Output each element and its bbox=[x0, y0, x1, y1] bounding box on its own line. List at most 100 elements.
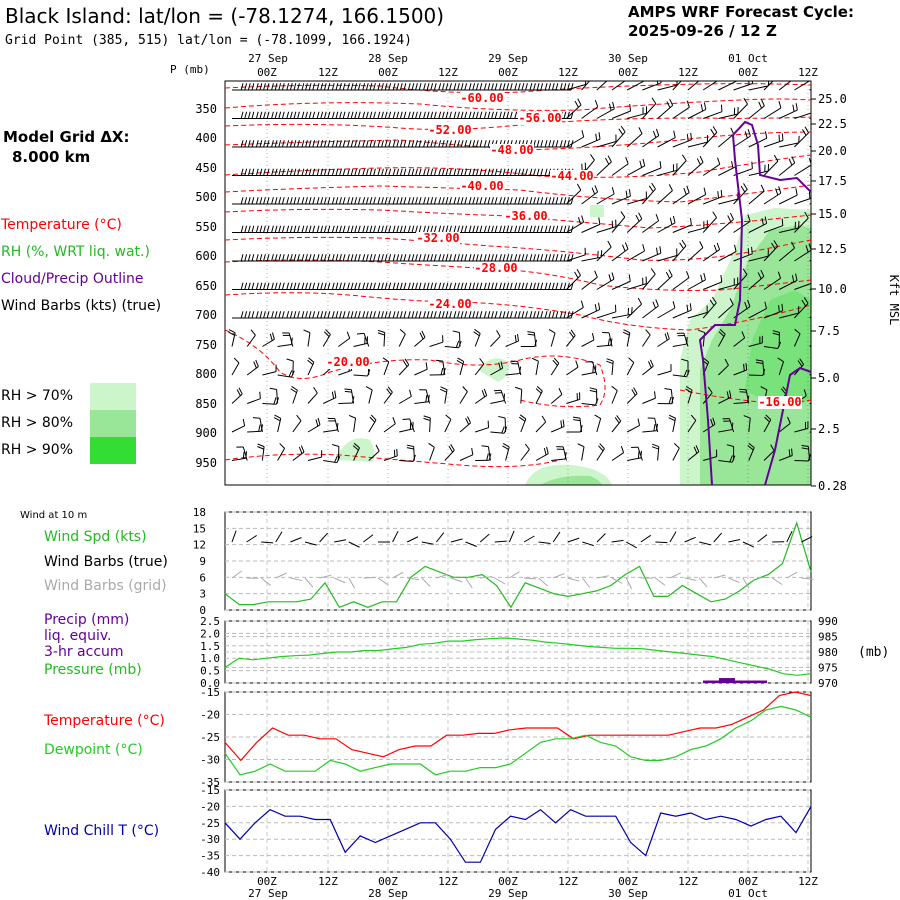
wind-barb-flag bbox=[506, 83, 510, 91]
wind-barb-flag bbox=[792, 104, 795, 112]
wind-barb-flag bbox=[464, 111, 468, 119]
wind-barb-flag bbox=[373, 140, 376, 148]
y-tick-label: -20 bbox=[200, 709, 220, 722]
surface-barb-true bbox=[728, 539, 741, 543]
wind-barb-flag bbox=[529, 197, 533, 205]
wind-barb-flag bbox=[271, 111, 274, 119]
wind-barb-flag bbox=[581, 130, 585, 138]
wind-barb-flag bbox=[804, 211, 809, 219]
wind-barb-flag bbox=[255, 359, 259, 367]
wind-barb-flag bbox=[426, 197, 430, 205]
height-tick-label: 17.5 bbox=[818, 174, 847, 188]
wind-barb-shaft bbox=[368, 450, 380, 461]
wind-barb-flag bbox=[624, 242, 629, 250]
wind-barb-flag bbox=[652, 301, 656, 309]
wind-barb-flag bbox=[423, 140, 426, 148]
wind-barb-flag bbox=[589, 389, 597, 393]
wind-barb-shaft bbox=[307, 332, 311, 347]
wind-barb-flag bbox=[453, 254, 457, 262]
wind-barb-flag bbox=[407, 168, 411, 176]
wind-barb-flag bbox=[499, 197, 502, 205]
wind-barb-flag bbox=[475, 311, 479, 319]
temperature-line bbox=[224, 691, 812, 762]
wind-barb-flag bbox=[266, 197, 270, 205]
wind-barb-flag bbox=[381, 83, 384, 91]
wind-barb-flag bbox=[418, 83, 422, 91]
wind-barb-flag bbox=[403, 168, 407, 176]
wind-barb-flag bbox=[720, 189, 723, 197]
wind-barb-flag bbox=[506, 254, 510, 262]
wind-barb-flag bbox=[487, 197, 491, 205]
wind-barb-flag bbox=[491, 111, 494, 119]
wind-barb-shaft bbox=[566, 366, 579, 376]
wind-barb-flag bbox=[502, 111, 506, 119]
wind-barb-flag bbox=[263, 311, 266, 319]
wind-barb-flag bbox=[423, 111, 426, 119]
surface-barb-grid bbox=[684, 577, 697, 581]
wind-barb-flag bbox=[255, 83, 259, 91]
wind-barb-shaft bbox=[505, 373, 520, 376]
wind-barb-flag bbox=[308, 83, 312, 91]
wind-barb-flag bbox=[266, 140, 270, 148]
wind-barb-flag bbox=[637, 297, 643, 305]
y-tick-label: -35 bbox=[200, 776, 220, 789]
wind-barb-flag bbox=[468, 83, 472, 91]
wind-barb-flag bbox=[555, 83, 559, 91]
wind-barb-flag bbox=[449, 140, 452, 148]
y-tick-label: 985 bbox=[818, 631, 838, 644]
y-tick-label: 15 bbox=[193, 522, 206, 535]
wind-barb-flag bbox=[274, 83, 278, 91]
wind-barb-flag bbox=[293, 83, 297, 91]
wind-barb-flag bbox=[483, 282, 487, 290]
wind-barb-shaft bbox=[611, 390, 618, 404]
wind-barb-flag bbox=[803, 297, 809, 304]
wind-barb-flag bbox=[726, 391, 730, 399]
wind-barb-flag bbox=[407, 83, 411, 91]
wind-barb-flag bbox=[247, 140, 251, 148]
wind-barb-flag bbox=[460, 311, 464, 319]
wind-barb-flag bbox=[308, 311, 312, 319]
wind-barb-flag bbox=[354, 168, 358, 176]
wind-barb-flag bbox=[540, 197, 544, 205]
wind-barb-flag bbox=[286, 111, 290, 119]
surface-barb-grid bbox=[553, 573, 565, 579]
wind-barb-flag bbox=[700, 71, 703, 77]
wind-barb-flag bbox=[418, 140, 422, 148]
wind-barb-flag bbox=[402, 418, 410, 420]
wind-barb-flag bbox=[729, 212, 734, 220]
wind-barb-flag bbox=[498, 415, 506, 419]
wind-barb-flag bbox=[297, 311, 300, 319]
surface-barb-grid bbox=[567, 577, 580, 582]
wind-barb-flag bbox=[236, 389, 241, 396]
wind-barb-flag bbox=[551, 225, 555, 233]
wind-barb-flag bbox=[244, 111, 248, 119]
wind-barb-shaft bbox=[626, 133, 643, 148]
bottom-day-label: 29 Sep bbox=[488, 887, 528, 900]
wind-barb-flag bbox=[543, 448, 547, 456]
pressure-tick-label: 950 bbox=[195, 456, 217, 470]
wind-barb-flag bbox=[683, 369, 688, 377]
wind-barb-flag bbox=[771, 242, 776, 250]
wind-barb-flag bbox=[487, 254, 491, 262]
surface-barb-grid bbox=[611, 577, 623, 584]
wind-barb-shaft bbox=[626, 303, 642, 319]
surface-barb-true bbox=[596, 533, 606, 543]
wind-barb-flag bbox=[660, 81, 662, 83]
wind-barb-flag bbox=[263, 83, 266, 91]
y-tick-label: 1.5 bbox=[200, 640, 220, 653]
wind-barb-flag bbox=[718, 72, 720, 79]
bottom-hour-label: 12Z bbox=[558, 875, 578, 888]
wind-barb-flag bbox=[445, 225, 449, 233]
temp-contour-52 bbox=[225, 116, 811, 130]
wind-barb-flag bbox=[686, 185, 690, 193]
wind-barb-flag bbox=[370, 414, 377, 421]
wind-barb-flag bbox=[377, 225, 381, 233]
wind-barb-flag bbox=[449, 311, 452, 319]
wind-barb-shaft bbox=[368, 389, 373, 404]
wind-barb-flag bbox=[327, 254, 331, 262]
wind-barb-flag bbox=[761, 99, 765, 107]
wind-barb-flag bbox=[255, 282, 259, 290]
wind-barb-flag bbox=[441, 197, 445, 205]
y-tick-label: -25 bbox=[200, 731, 220, 744]
wind-barb-flag bbox=[266, 225, 270, 233]
